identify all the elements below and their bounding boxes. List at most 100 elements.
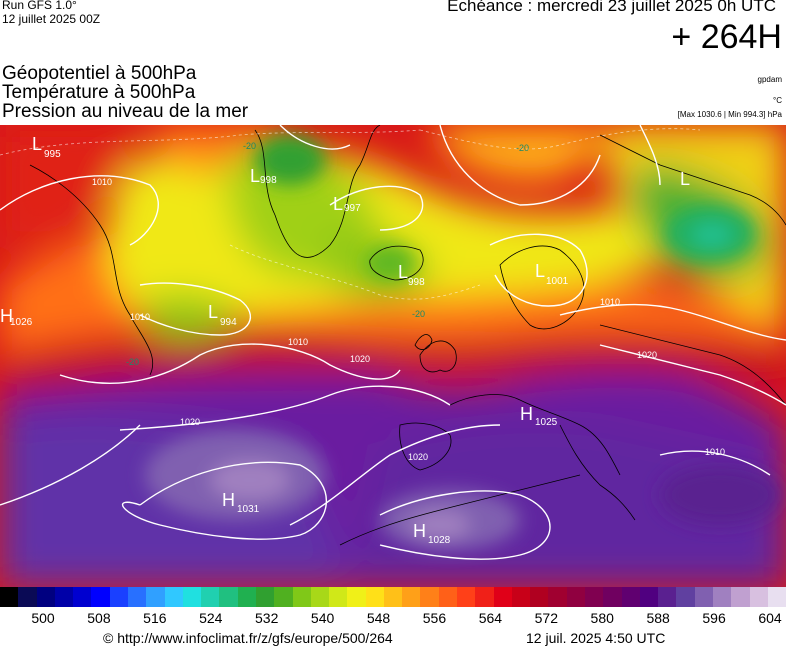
colorbar-swatch [493,587,512,607]
colorbar-swatch [329,587,348,607]
colorbar-swatch [420,587,439,607]
weather-map: L 995 L 998 L 997 L 998 L 1001 L 994 H 1… [0,125,786,587]
temperature-label: -20 [516,143,529,153]
colorbar-swatch [0,587,19,607]
pressure-center-letter: L [333,194,343,214]
run-label: Run GFS 1.0° [2,0,77,12]
colorbar-swatch [438,587,458,607]
temperature-contours [0,128,701,300]
pressure-center-letter: L [208,302,218,322]
pressure-center-letter: H [0,306,13,326]
isobar-label: 1010 [92,177,112,187]
pressure-center-letter: L [398,262,408,282]
lead-time: + 264H [671,18,782,56]
pressure-center-value: 1026 [10,317,33,328]
isobar-label: 1020 [180,417,200,427]
field-title-geopotential: Géopotentiel à 500hPa [2,63,197,84]
colorbar-swatch [36,587,55,607]
colorbar-swatch [658,587,677,607]
temperature-label: -20 [243,141,256,151]
colorbar [0,587,786,607]
colorbar-swatch [164,587,183,607]
isobar-label: 1020 [350,354,370,364]
colorbar-swatch [694,587,713,607]
colorbar-tick-label: 500 [31,610,55,626]
colorbar-swatch [310,587,330,607]
isobar-label: 1010 [705,447,725,457]
colorbar-swatch [548,587,567,607]
pressure-center-value: 998 [260,175,277,186]
colorbar-tick-label: 540 [310,610,335,626]
unit-geopotential: gpdam [757,75,782,84]
colorbar-swatch [402,587,421,607]
pressure-center-value: 1028 [428,535,451,546]
run-date: 12 juillet 2025 00Z [2,12,101,26]
colorbar-swatch [749,587,768,607]
colorbar-swatch [639,587,659,607]
isobar-labels: 1010 1010 1010 1010 1020 1020 1020 1020 … [92,177,725,462]
pressure-center-letter: H [222,490,235,510]
source-credit: © http://www.infoclimat.fr/z/gfs/europe/… [103,630,393,646]
coastlines [29,125,786,546]
colorbar-swatch [127,587,147,607]
colorbar-tick-label: 516 [143,610,167,626]
colorbar-swatch [603,587,622,607]
isobar-label: 1010 [288,337,308,347]
colorbar-swatch [621,587,640,607]
pressure-center-value: 1001 [546,276,569,287]
colorbar-swatch [109,587,128,607]
colorbar-swatch [585,587,604,607]
pressure-center-letter: L [250,166,260,186]
geopotential-shading [0,125,786,587]
forecast-valid-time: Echéance : mercredi 23 juillet 2025 0h U… [447,0,776,15]
colorbar-tick-label: 508 [87,610,111,626]
colorbar-swatch [54,587,74,607]
colorbar-tick-label: 580 [590,610,614,626]
isobar-label: 1010 [130,312,150,322]
pressure-center-letter: L [680,169,690,189]
colorbar-tick-label: 588 [646,610,670,626]
pressure-center-value: 1025 [535,417,558,428]
colorbar-swatch [511,587,531,607]
temperature-label: -20 [126,357,139,367]
colorbar-swatch [365,587,384,607]
colorbar-swatch [182,587,202,607]
colorbar-swatch [237,587,256,607]
colorbar-tick-label: 532 [255,610,279,626]
colorbar-swatch [347,587,366,607]
colorbar-swatch [292,587,311,607]
colorbar-swatch [146,587,165,607]
colorbar-tick-label: 524 [199,610,223,626]
colorbar-swatch [475,587,494,607]
colorbar-swatch [274,587,293,607]
colorbar-tick-label: 548 [366,610,391,626]
pressure-center-value: 995 [44,149,61,160]
pressure-center-letter: L [535,261,545,281]
colorbar-swatch [712,587,732,607]
pressure-center-letter: H [520,404,533,424]
colorbar-swatch [73,587,92,607]
pressure-center-letter: H [413,521,426,541]
colorbar-swatch [731,587,750,607]
isobars [0,125,786,560]
colorbar-tick-label: 604 [758,610,782,626]
colorbar-swatch [219,587,238,607]
isobar-label: 1020 [637,350,657,360]
colorbar-tick-label: 564 [478,610,503,626]
colorbar-tick-label: 556 [422,610,447,626]
colorbar-swatch [530,587,549,607]
colorbar-swatch [201,587,220,607]
colorbar-swatch [255,587,275,607]
colorbar-swatch [18,587,37,607]
colorbar-tick-label: 572 [534,610,558,626]
pressure-center-letter: L [32,134,42,154]
pressure-center-value: 997 [344,203,361,214]
pressure-center-value: 1031 [237,504,260,515]
isobar-label: 1010 [600,297,620,307]
pressure-centers: L 995 L 998 L 997 L 998 L 1001 L 994 H 1… [0,134,690,546]
colorbar-swatch [91,587,110,607]
colorbar-tick-label: 596 [702,610,726,626]
colorbar-swatch [676,587,695,607]
field-title-pressure: Pression au niveau de la mer [2,101,249,122]
temperature-labels: -20 -20 -20 -20 [126,141,529,367]
